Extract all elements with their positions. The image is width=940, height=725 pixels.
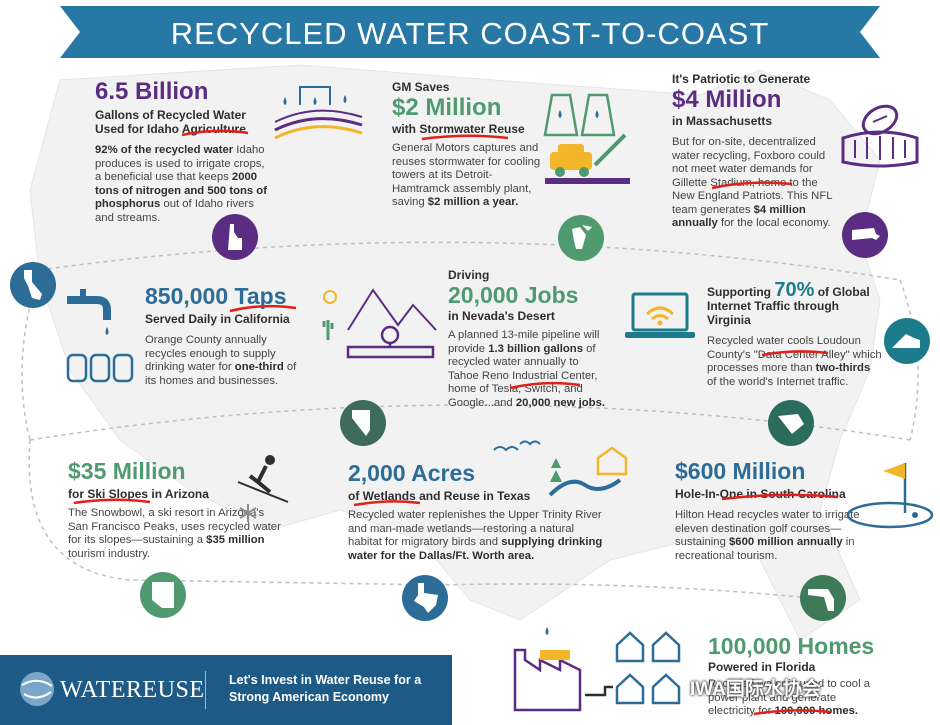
california-subtitle: Served Daily in California bbox=[145, 312, 290, 326]
florida-subtitle: Powered in Florida bbox=[708, 660, 816, 674]
watereuse-logo: WATEREUSE bbox=[60, 677, 205, 703]
florida-red-underline bbox=[753, 709, 831, 716]
texas-amount: 2,000 Acres bbox=[348, 460, 476, 486]
title-banner: RECYCLED WATER COAST-TO-COAST bbox=[60, 6, 880, 58]
massachusetts-block: It's Patriotic to Generate $4 Million in… bbox=[672, 72, 837, 231]
south-carolina-block: $600 Million Hole-In-One in South Caroli… bbox=[675, 458, 860, 563]
virginia-amount: 70% bbox=[774, 279, 815, 301]
idaho-block: 6.5 Billion Gallons of Recycled Water Us… bbox=[95, 78, 270, 225]
michigan-state-badge bbox=[558, 215, 604, 261]
california-block: 850,000 Taps Served Daily in California … bbox=[145, 283, 305, 388]
footer-divider bbox=[205, 671, 206, 709]
virginia-red-underline bbox=[761, 350, 829, 357]
california-outline-icon bbox=[24, 270, 42, 300]
massachusetts-state-badge bbox=[842, 212, 888, 258]
texas-outline-icon bbox=[414, 583, 438, 613]
virginia-block: Supporting 70% of Global Internet Traffi… bbox=[707, 279, 882, 389]
massachusetts-outline-icon bbox=[852, 228, 880, 240]
texas-state-badge bbox=[402, 575, 448, 621]
texas-block: 2,000 Acres of Wetlands and Reuse in Tex… bbox=[348, 460, 608, 563]
nevada-state-badge bbox=[340, 400, 386, 446]
page-title: RECYCLED WATER COAST-TO-COAST bbox=[170, 16, 770, 51]
cooling-tower-car-icon bbox=[543, 93, 630, 184]
skier-snowflake-icon bbox=[237, 455, 289, 522]
idaho-state-badge bbox=[212, 214, 258, 260]
south-carolina-red-underline bbox=[721, 493, 839, 501]
idaho-amount: 6.5 Billion bbox=[95, 78, 209, 105]
watereuse-globe-logo-icon bbox=[20, 672, 54, 706]
virginia-state-badge bbox=[884, 318, 930, 364]
power-plant-homes-icon bbox=[513, 627, 681, 712]
south-carolina-amount: $600 Million bbox=[675, 458, 806, 484]
michigan-block: GM Saves $2 Million with Stormwater Reus… bbox=[392, 80, 542, 210]
laptop-wifi-icon bbox=[625, 292, 695, 338]
desert-pipeline-icon bbox=[322, 288, 437, 359]
florida-block: 100,000 Homes Powered in Florida Recycle… bbox=[708, 633, 933, 719]
virginia-subtitle: Internet Traffic through Virginia bbox=[707, 299, 839, 327]
michigan-subtitle: with Stormwater Reuse bbox=[392, 122, 525, 136]
florida-outline-icon bbox=[808, 589, 834, 611]
watermark-text: IWA国际水协会 bbox=[690, 679, 821, 700]
nevada-outline-icon bbox=[352, 410, 370, 436]
arizona-red-underline bbox=[73, 498, 151, 505]
florida-amount: 100,000 Homes bbox=[708, 633, 875, 659]
footer-bar: WATEREUSE Let's Invest in Water Reuse fo… bbox=[0, 655, 452, 725]
arizona-amount: $35 Million bbox=[68, 458, 186, 484]
michigan-pre: GM Saves bbox=[392, 80, 450, 94]
arizona-state-badge bbox=[140, 572, 186, 618]
florida-state-badge bbox=[800, 575, 846, 621]
nevada-block: Driving 20,000 Jobs in Nevada's Desert A… bbox=[448, 268, 608, 410]
michigan-body: General Motors captures and reuses storm… bbox=[392, 142, 541, 208]
california-body: Orange County annually recycles enough t… bbox=[145, 334, 297, 387]
south-carolina-subtitle: Hole-In-One in South Carolina bbox=[675, 487, 846, 501]
footer-tagline: Let's Invest in Water Reuse for a Strong… bbox=[229, 673, 422, 704]
south-carolina-outline-icon bbox=[778, 414, 804, 434]
michigan-outline-icon bbox=[572, 225, 592, 249]
texas-body: Recycled water replenishes the Upper Tri… bbox=[348, 509, 603, 562]
virginia-outline-icon bbox=[892, 334, 920, 348]
massachusetts-amount: $4 Million bbox=[672, 86, 782, 113]
arizona-outline-icon bbox=[152, 582, 174, 608]
arizona-block: $35 Million for Ski Slopes in Arizona Th… bbox=[68, 458, 281, 561]
idaho-outline-icon bbox=[228, 224, 242, 250]
massachusetts-body: But for on-site, decentralized water rec… bbox=[672, 136, 833, 229]
massachusetts-red-underline bbox=[711, 181, 793, 190]
nevada-body: A planned 13-mile pipeline will provide … bbox=[448, 329, 606, 409]
stadium-football-icon bbox=[841, 104, 919, 168]
massachusetts-subtitle: in Massachusetts bbox=[672, 114, 773, 128]
california-red-underline bbox=[229, 304, 297, 313]
arizona-subtitle: for Ski Slopes in Arizona bbox=[68, 487, 209, 501]
texas-subtitle: of Wetlands and Reuse in Texas bbox=[348, 489, 531, 503]
nevada-red-underline bbox=[509, 381, 581, 390]
banner-shape bbox=[60, 6, 880, 58]
nevada-pre: Driving bbox=[448, 268, 490, 282]
arizona-body: The Snowbowl, a ski resort in Arizona's … bbox=[68, 507, 281, 560]
california-amount: 850,000 Taps bbox=[145, 283, 287, 309]
idaho-body: 92% of the recycled water Idaho produces… bbox=[95, 144, 267, 224]
virginia-body: Recycled water cools Loudoun County's "D… bbox=[707, 335, 882, 388]
south-carolina-state-badge bbox=[768, 400, 814, 446]
nevada-amount: 20,000 Jobs bbox=[448, 282, 579, 308]
virginia-header: Supporting 70% of Global bbox=[707, 279, 870, 301]
california-state-badge bbox=[10, 262, 56, 308]
michigan-red-underline bbox=[421, 134, 509, 141]
south-carolina-body: Hilton Head recycles water to irrigate e… bbox=[675, 509, 860, 562]
farm-irrigation-icon bbox=[274, 86, 363, 140]
texas-red-underline bbox=[353, 500, 421, 507]
idaho-red-underline bbox=[181, 129, 249, 137]
michigan-amount: $2 Million bbox=[392, 94, 502, 121]
wetlands-birds-icon bbox=[493, 440, 628, 497]
golf-flag-icon bbox=[846, 463, 934, 529]
faucet-jugs-icon bbox=[66, 289, 134, 383]
massachusetts-pre: It's Patriotic to Generate bbox=[672, 72, 811, 86]
nevada-subtitle: in Nevada's Desert bbox=[448, 309, 555, 323]
